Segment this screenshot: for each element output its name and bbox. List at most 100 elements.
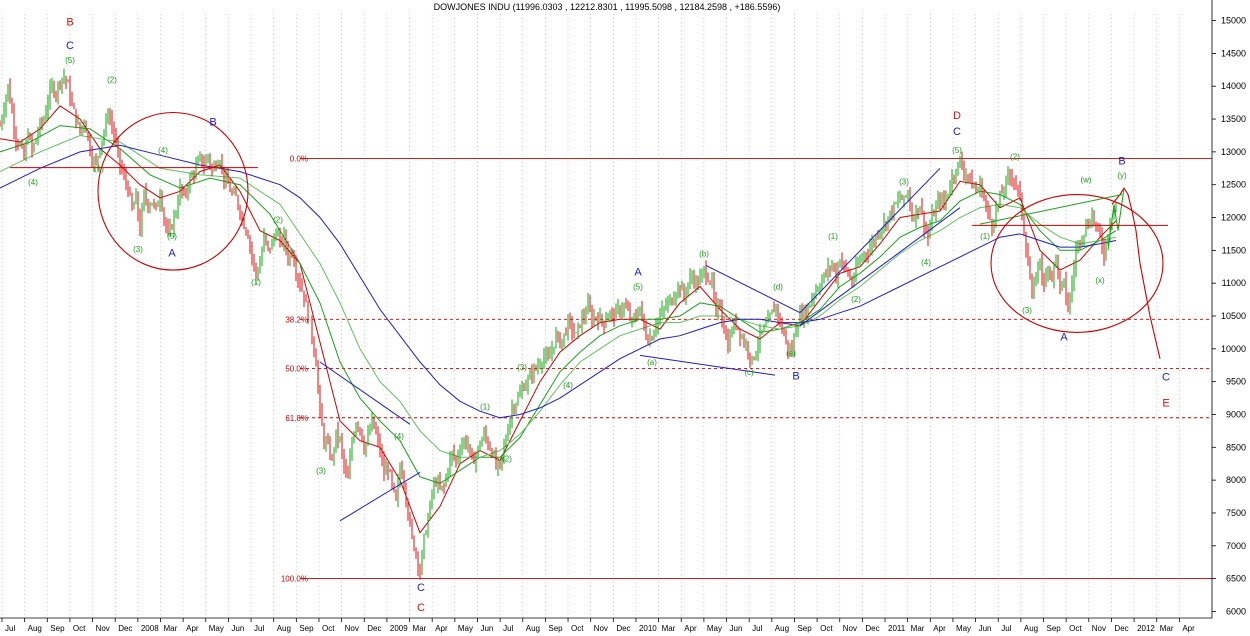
y-tick-label: 14500 [1221, 48, 1246, 58]
x-tick-label: Oct [820, 624, 833, 633]
wave-label: (3) [316, 466, 326, 475]
wave-label: (y) [1117, 171, 1127, 180]
y-tick-label: 8500 [1226, 442, 1246, 452]
projection-wave [1107, 187, 1125, 251]
x-tick-label: Mar [911, 624, 925, 633]
wave-label: (4) [28, 178, 38, 187]
wave-label: (3) [899, 177, 909, 186]
wave-label: (2) [107, 76, 117, 85]
trend-line [319, 361, 411, 425]
x-tick-label: Nov [96, 624, 110, 633]
x-tick-label: Sep [797, 624, 812, 633]
x-tick-label: May [209, 624, 224, 633]
wave-label: (5) [633, 283, 643, 292]
wave-label: (1) [251, 278, 261, 287]
x-tick-label: Jun [231, 624, 244, 633]
x-tick-label: Aug [277, 624, 291, 633]
x-tick-label: Nov [345, 624, 359, 633]
x-tick-label: 2008 [141, 624, 159, 633]
wave-label: (b) [699, 250, 709, 259]
wave-label: A [634, 267, 642, 279]
trend-line [705, 264, 801, 314]
trend-lines [10, 111, 1168, 522]
wave-label: A [1060, 332, 1068, 344]
x-tick-label: Mar [1160, 624, 1174, 633]
grid [1, 14, 1180, 618]
y-tick-label: 13500 [1221, 114, 1246, 124]
x-tick-label: Dec [118, 624, 132, 633]
x-tick-label: Nov [843, 624, 857, 633]
x-tick-label: Apr [186, 624, 199, 633]
wave-label: C [417, 602, 425, 614]
wave-label: (1) [828, 232, 838, 241]
x-tick-label: Apr [435, 624, 448, 633]
pattern-ellipse [990, 194, 1164, 333]
wave-label: (2) [1010, 153, 1020, 162]
wave-label: B [66, 17, 73, 29]
wave-label: (e) [786, 349, 796, 358]
trend-line [799, 207, 961, 327]
y-tick-label: 11500 [1222, 245, 1246, 255]
wave-label: (3) [133, 245, 143, 254]
moving-average-line [0, 105, 1117, 534]
x-tick-label: Aug [28, 624, 42, 633]
y-tick-label: 13000 [1221, 147, 1246, 157]
wave-label: (c) [744, 368, 754, 377]
y-axis: 6000 6500 7000 7500 8000 8500 9000 9500 10000 105… [1211, 0, 1246, 618]
wave-label: B [209, 116, 216, 128]
wave-label: (4) [921, 258, 931, 267]
x-tick-label: Jul [752, 624, 762, 633]
y-tick-label: 15000 [1221, 16, 1246, 26]
x-tick-label: Jul [254, 624, 264, 633]
y-tick-label: 12000 [1221, 213, 1246, 223]
x-tick-label: 2009 [390, 624, 408, 633]
x-tick-label: Mar [662, 624, 676, 633]
wave-label: (3) [517, 363, 527, 372]
moving-averages [0, 105, 1117, 534]
fib-label: 100.0% [281, 575, 308, 584]
y-tick-label: 9000 [1226, 409, 1246, 419]
moving-average-line [0, 144, 1117, 419]
wave-label: (2) [273, 216, 283, 225]
wave-label: (x) [1095, 276, 1105, 285]
x-axis: Jul Aug Sep Oct Nov Dec 2008 Mar Apr May Jun Jul Aug… [0, 617, 1212, 633]
moving-average-line [0, 125, 1117, 484]
trend-line [979, 194, 1123, 225]
wave-label: (d) [773, 283, 783, 292]
x-tick-label: Jul [503, 624, 513, 633]
y-tick-label: 8000 [1226, 475, 1246, 485]
x-tick-label: Apr [1182, 624, 1195, 633]
x-tick-label: May [458, 624, 473, 633]
x-tick-label: Nov [1092, 624, 1106, 633]
wave-label: D [953, 110, 961, 122]
wave-label: (1) [480, 403, 490, 412]
trend-line [639, 354, 776, 376]
wave-label: (4) [394, 432, 404, 441]
x-tick-label: Aug [1024, 624, 1038, 633]
pattern-ellipse [97, 111, 249, 271]
trend-line [799, 167, 941, 314]
wave-label: C [66, 40, 74, 52]
wave-label: (2) [851, 295, 861, 304]
x-tick-label: Aug [526, 624, 540, 633]
wave-label: B [792, 370, 799, 382]
wave-label: (4) [563, 381, 573, 390]
x-tick-label: Aug [775, 624, 789, 633]
x-tick-label: May [956, 624, 971, 633]
wave-label: (3) [1022, 306, 1032, 315]
x-tick-label: Oct [322, 624, 335, 633]
fib-label: 38.2% [285, 315, 308, 324]
x-tick-label: 2010 [639, 624, 657, 633]
wave-label: A [168, 248, 176, 260]
x-tick-label: Dec [865, 624, 879, 633]
wave-label: (a) [647, 358, 657, 367]
x-tick-label: 2012 [1137, 624, 1155, 633]
y-tick-label: 10500 [1221, 311, 1246, 321]
fib-label: 0.0% [290, 154, 308, 163]
y-tick-label: 7500 [1226, 508, 1246, 518]
x-tick-label: Jun [730, 624, 743, 633]
x-tick-label: Apr [684, 624, 697, 633]
trend-line [339, 471, 421, 522]
